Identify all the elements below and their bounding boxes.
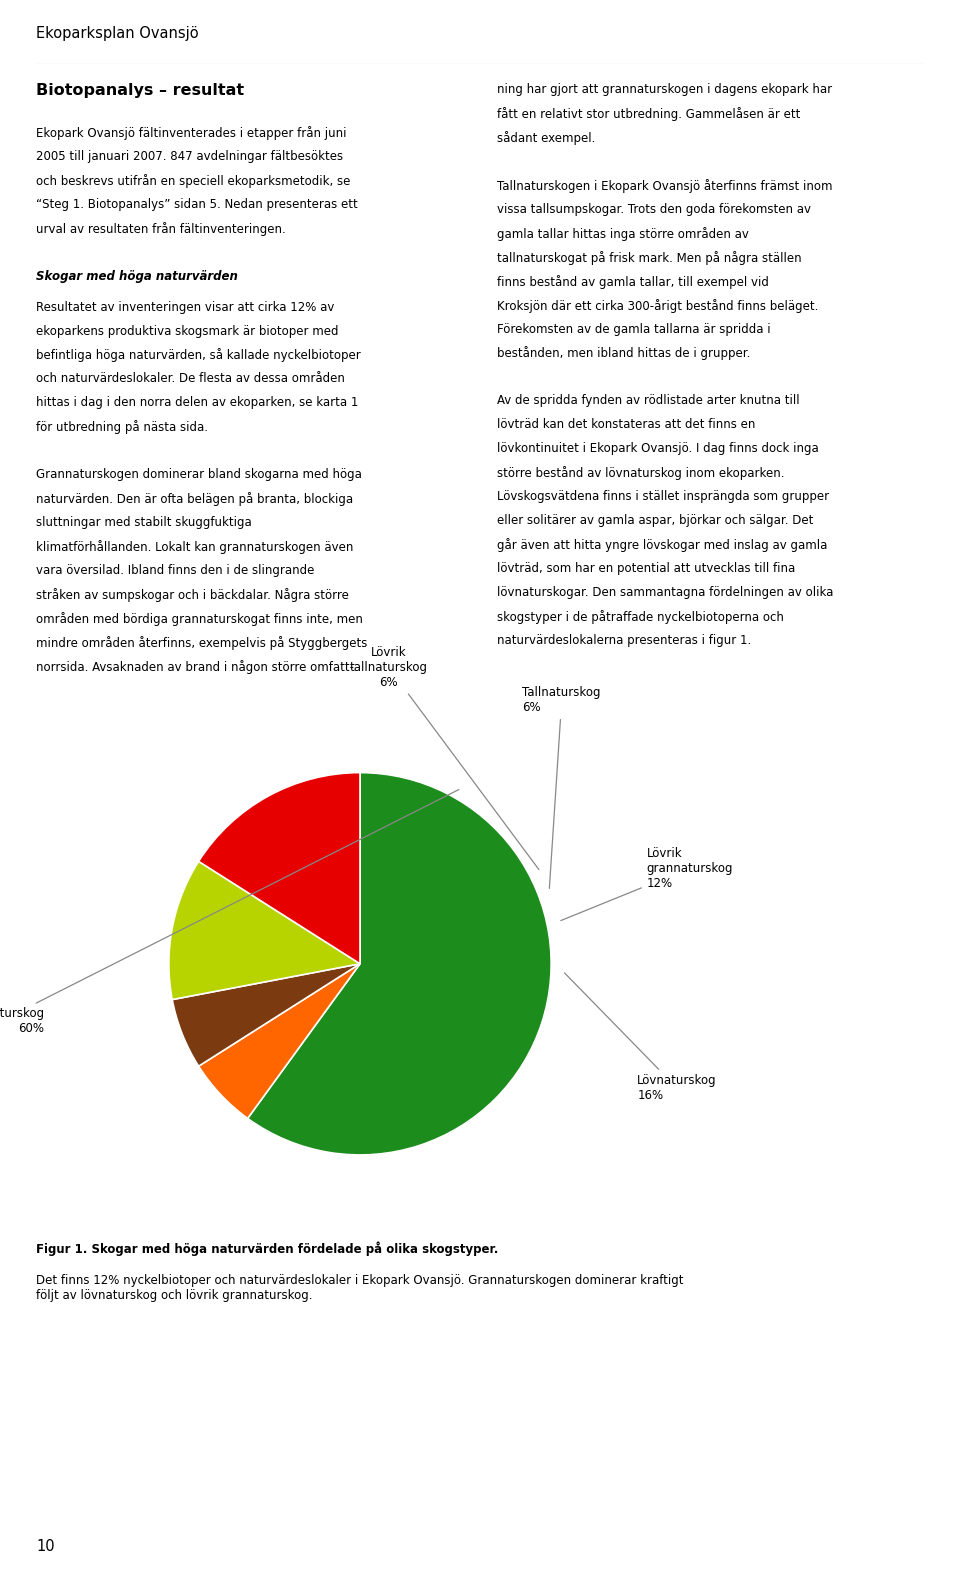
Text: 10: 10 bbox=[36, 1539, 55, 1555]
Text: och naturvärdeslokaler. De flesta av dessa områden: och naturvärdeslokaler. De flesta av des… bbox=[36, 373, 346, 386]
Wedge shape bbox=[199, 964, 360, 1118]
Text: tallnaturskogat på frisk mark. Men på några ställen: tallnaturskogat på frisk mark. Men på nå… bbox=[497, 250, 802, 264]
Text: Av de spridda fynden av rödlistade arter knutna till: Av de spridda fynden av rödlistade arter… bbox=[497, 395, 800, 408]
Text: Biotopanalys – resultat: Biotopanalys – resultat bbox=[36, 83, 245, 97]
Text: eller solitärer av gamla aspar, björkar och sälgar. Det: eller solitärer av gamla aspar, björkar … bbox=[497, 515, 814, 527]
Text: Grannaturskog
60%: Grannaturskog 60% bbox=[0, 790, 459, 1035]
Text: lövträd, som har en potential att utvecklas till fina: lövträd, som har en potential att utveck… bbox=[497, 562, 796, 575]
Text: områden med bördiga grannaturskogat finns inte, men: områden med bördiga grannaturskogat finn… bbox=[36, 612, 363, 626]
Text: urval av resultaten från fältinventeringen.: urval av resultaten från fältinventering… bbox=[36, 221, 286, 236]
Text: stråken av sumpskogar och i bäckdalar. Några större: stråken av sumpskogar och i bäckdalar. N… bbox=[36, 588, 349, 602]
Text: bestånden, men ibland hittas de i grupper.: bestånden, men ibland hittas de i gruppe… bbox=[497, 347, 751, 360]
Text: större bestånd av lövnaturskog inom ekoparken.: större bestånd av lövnaturskog inom ekop… bbox=[497, 467, 784, 481]
Text: Grannaturskogen dominerar bland skogarna med höga: Grannaturskogen dominerar bland skogarna… bbox=[36, 468, 362, 481]
Text: Lövrik
grannaturskog
12%: Lövrik grannaturskog 12% bbox=[561, 847, 733, 921]
Text: Tallnaturskog
6%: Tallnaturskog 6% bbox=[522, 687, 601, 889]
Text: och beskrevs utifrån en speciell ekoparksmetodik, se: och beskrevs utifrån en speciell ekopark… bbox=[36, 174, 350, 188]
Text: ekoparkens produktiva skogsmark är biotoper med: ekoparkens produktiva skogsmark är bioto… bbox=[36, 325, 339, 338]
Text: skogstyper i de påtraffade nyckelbiotoperna och: skogstyper i de påtraffade nyckelbiotope… bbox=[497, 610, 784, 624]
Text: naturvärden. Den är ofta belägen på branta, blockiga: naturvärden. Den är ofta belägen på bran… bbox=[36, 492, 353, 507]
Text: Ekopark Ovansjö fältinventerades i etapper från juni: Ekopark Ovansjö fältinventerades i etapp… bbox=[36, 126, 347, 140]
Text: norrsida. Avsaknaden av brand i någon större omfatt-: norrsida. Avsaknaden av brand i någon st… bbox=[36, 660, 354, 674]
Text: Förekomsten av de gamla tallarna är spridda i: Förekomsten av de gamla tallarna är spri… bbox=[497, 322, 771, 336]
Text: Lövrik
tallnaturskog
6%: Lövrik tallnaturskog 6% bbox=[349, 647, 539, 870]
Text: naturvärdeslokalerna presenteras i figur 1.: naturvärdeslokalerna presenteras i figur… bbox=[497, 634, 752, 647]
Text: vara översilad. Ibland finns den i de slingrande: vara översilad. Ibland finns den i de sl… bbox=[36, 564, 315, 577]
Text: lövkontinuitet i Ekopark Ovansjö. I dag finns dock inga: lövkontinuitet i Ekopark Ovansjö. I dag … bbox=[497, 443, 819, 456]
Text: “Steg 1. Biotopanalys” sidan 5. Nedan presenteras ett: “Steg 1. Biotopanalys” sidan 5. Nedan pr… bbox=[36, 198, 358, 210]
Text: mindre områden återfinns, exempelvis på Styggbergets: mindre områden återfinns, exempelvis på … bbox=[36, 636, 368, 650]
Text: sådant exempel.: sådant exempel. bbox=[497, 131, 595, 145]
Text: 2005 till januari 2007. 847 avdelningar fältbesöktes: 2005 till januari 2007. 847 avdelningar … bbox=[36, 150, 344, 162]
Text: hittas i dag i den norra delen av ekoparken, se karta 1: hittas i dag i den norra delen av ekopar… bbox=[36, 397, 359, 409]
Text: lövnaturskogar. Den sammantagna fördelningen av olika: lövnaturskogar. Den sammantagna fördelni… bbox=[497, 586, 833, 599]
Text: gamla tallar hittas inga större områden av: gamla tallar hittas inga större områden … bbox=[497, 226, 749, 241]
Wedge shape bbox=[169, 862, 360, 999]
Wedge shape bbox=[248, 773, 551, 1155]
Text: finns bestånd av gamla tallar, till exempel vid: finns bestånd av gamla tallar, till exem… bbox=[497, 274, 769, 288]
Text: Kroksjön där ett cirka 300-årigt bestånd finns beläget.: Kroksjön där ett cirka 300-årigt bestånd… bbox=[497, 298, 819, 312]
Text: Skogar med höga naturvärden: Skogar med höga naturvärden bbox=[36, 269, 238, 284]
Text: går även att hitta yngre lövskogar med inslag av gamla: går även att hitta yngre lövskogar med i… bbox=[497, 538, 828, 553]
Text: Lövnaturskog
16%: Lövnaturskog 16% bbox=[564, 973, 717, 1102]
Wedge shape bbox=[172, 964, 360, 1066]
Text: Tallnaturskogen i Ekopark Ovansjö återfinns främst inom: Tallnaturskogen i Ekopark Ovansjö återfi… bbox=[497, 178, 832, 193]
Text: Det finns 12% nyckelbiotoper och naturvärdeslokaler i Ekopark Ovansjö. Grannatur: Det finns 12% nyckelbiotoper och naturvä… bbox=[36, 1274, 684, 1301]
Text: klimatförhållanden. Lokalt kan grannaturskogen även: klimatförhållanden. Lokalt kan grannatur… bbox=[36, 540, 354, 554]
Text: Resultatet av inventeringen visar att cirka 12% av: Resultatet av inventeringen visar att ci… bbox=[36, 301, 335, 314]
Text: lövträd kan det konstateras att det finns en: lövträd kan det konstateras att det finn… bbox=[497, 419, 756, 432]
Text: sluttningar med stabilt skuggfuktiga: sluttningar med stabilt skuggfuktiga bbox=[36, 516, 252, 529]
Text: Ekoparksplan Ovansjö: Ekoparksplan Ovansjö bbox=[36, 25, 199, 41]
Text: Lövskogsvätdena finns i stället insprängda som grupper: Lövskogsvätdena finns i stället inspräng… bbox=[497, 491, 829, 503]
Text: befintliga höga naturvärden, så kallade nyckelbiotoper: befintliga höga naturvärden, så kallade … bbox=[36, 349, 361, 363]
Text: Figur 1. Skogar med höga naturvärden fördelade på olika skogstyper.: Figur 1. Skogar med höga naturvärden för… bbox=[36, 1241, 499, 1257]
Text: ning har gjort att grannaturskogen i dagens ekopark har: ning har gjort att grannaturskogen i dag… bbox=[497, 83, 832, 96]
Text: fått en relativt stor utbredning. Gammelåsen är ett: fått en relativt stor utbredning. Gammel… bbox=[497, 107, 801, 121]
Wedge shape bbox=[199, 773, 360, 964]
Text: för utbredning på nästa sida.: för utbredning på nästa sida. bbox=[36, 421, 208, 435]
Text: vissa tallsumpskogar. Trots den goda förekomsten av: vissa tallsumpskogar. Trots den goda för… bbox=[497, 202, 811, 215]
